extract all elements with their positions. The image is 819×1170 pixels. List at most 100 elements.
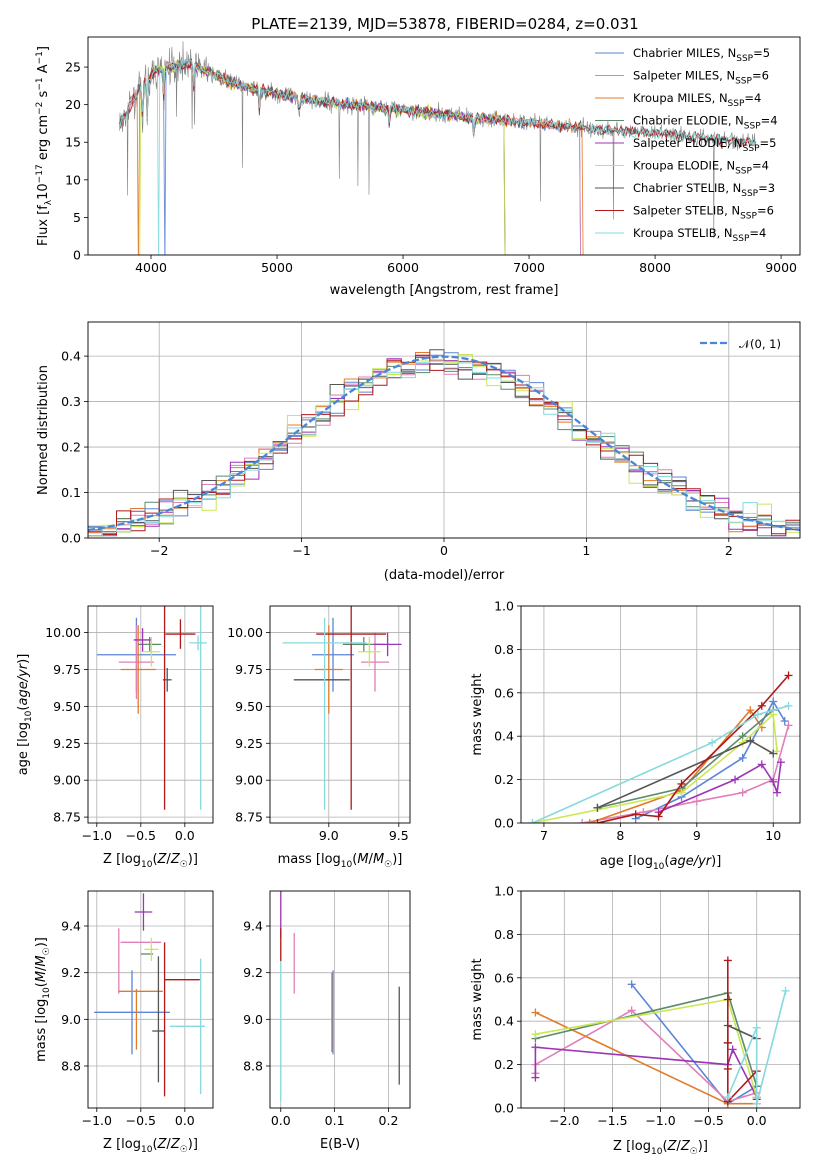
x-axis-label: Z [log10(Z/Z☉)] bbox=[613, 1139, 708, 1157]
x-tick-label: −2 bbox=[150, 543, 168, 558]
weight-line bbox=[535, 998, 758, 1098]
model-spectrum-line bbox=[137, 59, 506, 255]
y-tick-label: 0.4 bbox=[61, 349, 81, 364]
x-tick-label: −2.0 bbox=[549, 1113, 579, 1128]
age-vs-mass-panel: 9.0 9.5 8.75 9.00 9.25 9.50 9.75 10.00 mass [log… bbox=[227, 605, 411, 870]
y-tick-label: 8.75 bbox=[53, 810, 81, 825]
axes-frame bbox=[269, 605, 411, 824]
x-tick-label: 7000 bbox=[513, 260, 545, 275]
mass-vs-metallicity-panel: −1.0 −0.5 0.0 8.8 9.0 9.2 9.4 Z [log10(Z/Z☉)] ma… bbox=[34, 890, 214, 1155]
y-tick-label: 9.2 bbox=[61, 965, 81, 980]
spectrum-panel: 4000 5000 6000 7000 8000 9000 0 5 10 15 20 25 Chabri… bbox=[35, 36, 801, 298]
x-tick-label: 0 bbox=[440, 543, 448, 558]
model-spectrum-line bbox=[138, 60, 506, 255]
y-tick-label: 8.8 bbox=[243, 1059, 263, 1074]
x-tick-label: 0.0 bbox=[747, 1113, 767, 1128]
histogram-step bbox=[88, 349, 800, 538]
x-tick-label: −1.0 bbox=[82, 1113, 112, 1128]
axes-frame bbox=[269, 890, 411, 1109]
y-tick-label: 0.3 bbox=[61, 394, 81, 409]
axes-frame bbox=[87, 605, 214, 824]
plot-area bbox=[280, 891, 400, 1101]
y-tick-label: 9.25 bbox=[53, 736, 81, 751]
x-tick-label: −0.5 bbox=[126, 828, 156, 843]
y-axis-label: age [log10(age/yr)] bbox=[16, 654, 34, 776]
legend-label: Chabrier ELODIE, NSSP=4 bbox=[633, 114, 778, 132]
model-spectrum-line bbox=[139, 61, 506, 255]
legend-label: Kroupa STELIB, NSSP=4 bbox=[633, 226, 766, 244]
y-tick-label: 9.4 bbox=[243, 919, 263, 934]
y-axis-label: Flux [fλ10−17 erg cm−2 s−1 A−1] bbox=[35, 46, 54, 246]
x-tick-label: −0.5 bbox=[126, 1113, 156, 1128]
y-tick-label: 9.00 bbox=[235, 773, 263, 788]
x-tick-label: 7 bbox=[540, 828, 548, 843]
model-spectrum-line bbox=[119, 59, 582, 255]
x-tick-label: 0.0 bbox=[175, 1113, 195, 1128]
y-tick-label: 9.25 bbox=[235, 736, 263, 751]
y-tick-label: 1.0 bbox=[494, 884, 514, 899]
y-tick-label: 9.50 bbox=[53, 699, 81, 714]
y-tick-label: 10.00 bbox=[45, 625, 81, 640]
x-tick-label: 9 bbox=[693, 828, 701, 843]
y-tick-label: 1.0 bbox=[494, 599, 514, 614]
x-tick-label: −1.0 bbox=[645, 1113, 675, 1128]
weight-line bbox=[658, 762, 782, 813]
legend-label: Kroupa ELODIE, NSSP=4 bbox=[633, 159, 769, 177]
y-tick-label: 9.00 bbox=[53, 773, 81, 788]
plot-area bbox=[528, 671, 793, 823]
x-tick-label: 8000 bbox=[639, 260, 671, 275]
x-tick-label: 1 bbox=[582, 543, 590, 558]
plot-area bbox=[282, 606, 402, 810]
age-vs-metallicity-panel: −1.0 −0.5 0.0 8.75 9.00 9.25 9.50 9.75 10.00 Z [l… bbox=[16, 605, 214, 870]
x-tick-label: 9.0 bbox=[319, 828, 339, 843]
y-tick-label: 0.2 bbox=[61, 440, 81, 455]
weight-line bbox=[630, 983, 758, 1105]
x-tick-label: 0.2 bbox=[379, 1113, 399, 1128]
legend-label: Salpeter MILES, NSSP=6 bbox=[633, 69, 769, 87]
model-spectrum-line bbox=[119, 58, 584, 255]
axes-frame bbox=[87, 36, 801, 256]
y-tick-label: 9.2 bbox=[243, 965, 263, 980]
y-tick-label: 9.75 bbox=[235, 662, 263, 677]
x-tick-label: 9000 bbox=[765, 260, 797, 275]
weight-line bbox=[582, 725, 790, 823]
spectrum-legend: Chabrier MILES, NSSP=5 Salpeter MILES, NS… bbox=[595, 46, 778, 244]
x-tick-label: 8 bbox=[616, 828, 624, 843]
y-tick-label: 20 bbox=[65, 97, 81, 112]
axes-frame bbox=[520, 605, 801, 824]
legend-label: 𝒩(0, 1) bbox=[739, 337, 781, 351]
legend-label: Salpeter ELODIE, NSSP=5 bbox=[633, 136, 776, 154]
weight-line bbox=[597, 674, 790, 823]
weight-line bbox=[532, 705, 789, 823]
weight-line bbox=[597, 709, 774, 809]
y-tick-label: 5 bbox=[73, 210, 81, 225]
x-tick-label: 6000 bbox=[387, 260, 419, 275]
y-axis-label: mass [log10(M/M☉)] bbox=[34, 937, 52, 1062]
plot-area bbox=[531, 956, 790, 1108]
y-tick-label: 0.0 bbox=[494, 1101, 514, 1116]
y-tick-label: 0 bbox=[73, 248, 81, 263]
y-axis-label: mass weight bbox=[470, 673, 485, 755]
weight-vs-metallicity-panel: −2.0 −1.5 −1.0 −0.5 0.0 0.0 0.2 0.4 0.6 0.8 1.0 Z [… bbox=[470, 884, 801, 1157]
weight-vs-age-panel: 7 8 9 10 0.0 0.2 0.4 0.6 0.8 1.0 age [log10(age/yr… bbox=[470, 599, 801, 872]
plot-area bbox=[94, 893, 206, 1097]
y-tick-label: 0.0 bbox=[494, 816, 514, 831]
x-tick-label: 10 bbox=[765, 828, 781, 843]
x-axis-label: age [log10(age/yr)] bbox=[600, 854, 722, 872]
model-spectrum-line bbox=[119, 60, 582, 255]
y-tick-label: 10 bbox=[65, 172, 81, 187]
legend-label: Chabrier STELIB, NSSP=3 bbox=[633, 181, 775, 199]
x-tick-label: −0.5 bbox=[693, 1113, 723, 1128]
y-tick-label: 0.2 bbox=[494, 772, 514, 787]
x-axis-label: mass [log10(M/M☉)] bbox=[278, 852, 403, 870]
x-tick-label: 2 bbox=[725, 543, 733, 558]
y-tick-label: 9.50 bbox=[235, 699, 263, 714]
y-tick-label: 0.8 bbox=[494, 927, 514, 942]
y-axis-label: mass weight bbox=[470, 958, 485, 1040]
y-tick-label: 9.4 bbox=[61, 919, 81, 934]
normal-curve bbox=[88, 355, 800, 532]
y-tick-label: 0.8 bbox=[494, 642, 514, 657]
plot-area bbox=[96, 606, 207, 810]
weight-line bbox=[535, 992, 758, 1087]
